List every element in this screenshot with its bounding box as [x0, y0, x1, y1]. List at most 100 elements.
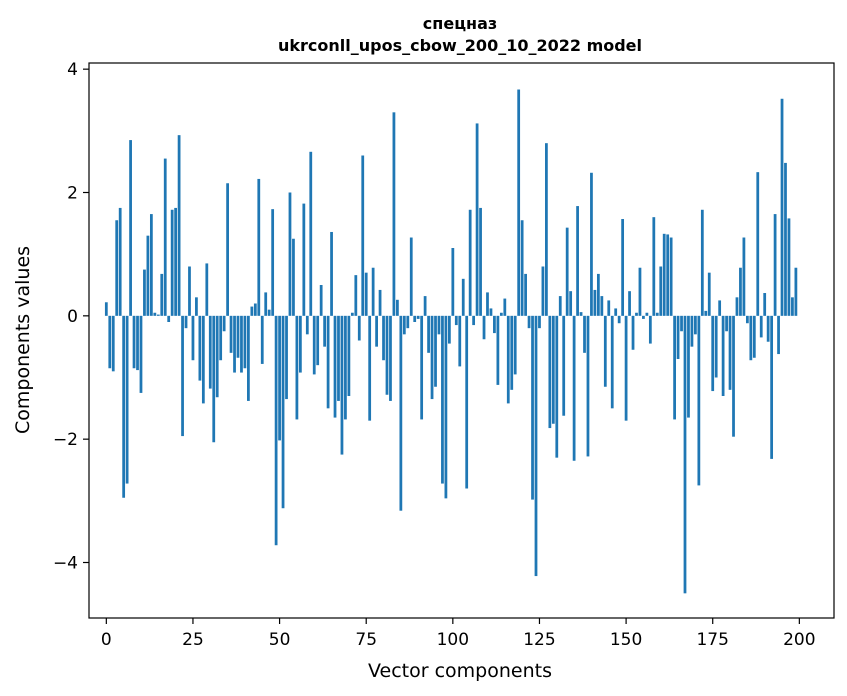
bar	[389, 315, 392, 401]
bar	[707, 272, 711, 316]
bar	[111, 315, 115, 372]
bar	[659, 266, 663, 316]
bar	[409, 237, 413, 316]
x-tick-label: 25	[182, 630, 204, 650]
bar	[565, 227, 569, 316]
bar	[257, 178, 261, 316]
bar	[195, 297, 198, 316]
bar	[167, 315, 171, 322]
bar	[510, 315, 514, 390]
bar	[298, 315, 302, 373]
bar	[690, 315, 694, 347]
bar	[694, 315, 697, 335]
bar	[506, 315, 510, 404]
bar	[305, 315, 309, 335]
bar	[375, 315, 378, 347]
bar	[371, 267, 375, 316]
bar	[441, 315, 444, 484]
bar	[326, 315, 330, 409]
x-tick-label: 75	[355, 630, 377, 650]
bar	[125, 315, 129, 484]
bar	[697, 315, 701, 486]
bar	[212, 315, 216, 443]
bar	[766, 315, 770, 342]
bar	[739, 267, 742, 316]
bar	[489, 308, 493, 316]
bar	[132, 315, 136, 369]
bar	[170, 209, 174, 316]
bar	[493, 315, 496, 334]
bar	[735, 297, 739, 316]
y-axis-label: Components values	[12, 246, 34, 434]
bar	[479, 207, 482, 316]
bar	[590, 172, 593, 316]
bar	[271, 209, 275, 316]
bar	[344, 315, 347, 420]
bar	[295, 315, 299, 420]
bar	[392, 112, 396, 316]
bar	[122, 315, 126, 498]
bar	[773, 214, 777, 316]
bar	[118, 207, 122, 316]
bar	[642, 315, 645, 319]
bar	[700, 209, 704, 316]
bar	[115, 220, 119, 316]
bar	[635, 312, 638, 316]
bar	[406, 315, 410, 329]
bar	[201, 315, 205, 404]
bar	[562, 315, 566, 416]
bar	[427, 315, 430, 353]
bar	[534, 315, 538, 577]
bar	[465, 315, 469, 489]
bar	[541, 266, 545, 316]
bar	[728, 315, 732, 390]
bar	[236, 315, 240, 358]
bar	[527, 315, 531, 329]
bar	[156, 314, 160, 316]
bar	[108, 315, 112, 369]
x-tick-label: 50	[269, 630, 291, 650]
bar	[399, 315, 403, 511]
bar	[777, 315, 780, 355]
bar	[222, 315, 226, 332]
bar	[503, 298, 507, 316]
bar	[274, 315, 278, 546]
bar	[434, 315, 437, 387]
bar	[499, 312, 503, 316]
bar	[451, 248, 455, 316]
bar	[784, 162, 787, 316]
bar	[139, 315, 143, 393]
bar	[721, 315, 725, 396]
bar	[617, 315, 621, 324]
bar	[413, 315, 417, 322]
bar	[607, 300, 611, 316]
bar	[763, 293, 767, 316]
bar	[233, 315, 236, 373]
y-tick-label: 0	[67, 307, 78, 327]
bar	[725, 315, 728, 332]
bar	[416, 315, 420, 319]
bar	[787, 218, 791, 316]
y-tick-label: 2	[67, 184, 78, 204]
bar	[572, 315, 576, 461]
bar	[468, 209, 472, 316]
bar	[548, 315, 552, 429]
bar	[603, 315, 607, 387]
bar	[149, 214, 153, 316]
bar	[267, 309, 271, 316]
plot-frame	[88, 62, 835, 619]
bar	[205, 263, 209, 316]
bar	[593, 289, 597, 316]
bar	[333, 315, 337, 418]
bar	[475, 123, 479, 316]
bar	[596, 273, 600, 316]
bar	[558, 296, 562, 316]
bar	[292, 238, 295, 316]
bar	[243, 315, 247, 369]
bar	[191, 315, 195, 361]
bar	[198, 315, 202, 381]
bar	[174, 207, 178, 316]
bar	[752, 315, 756, 358]
bar	[402, 315, 406, 335]
